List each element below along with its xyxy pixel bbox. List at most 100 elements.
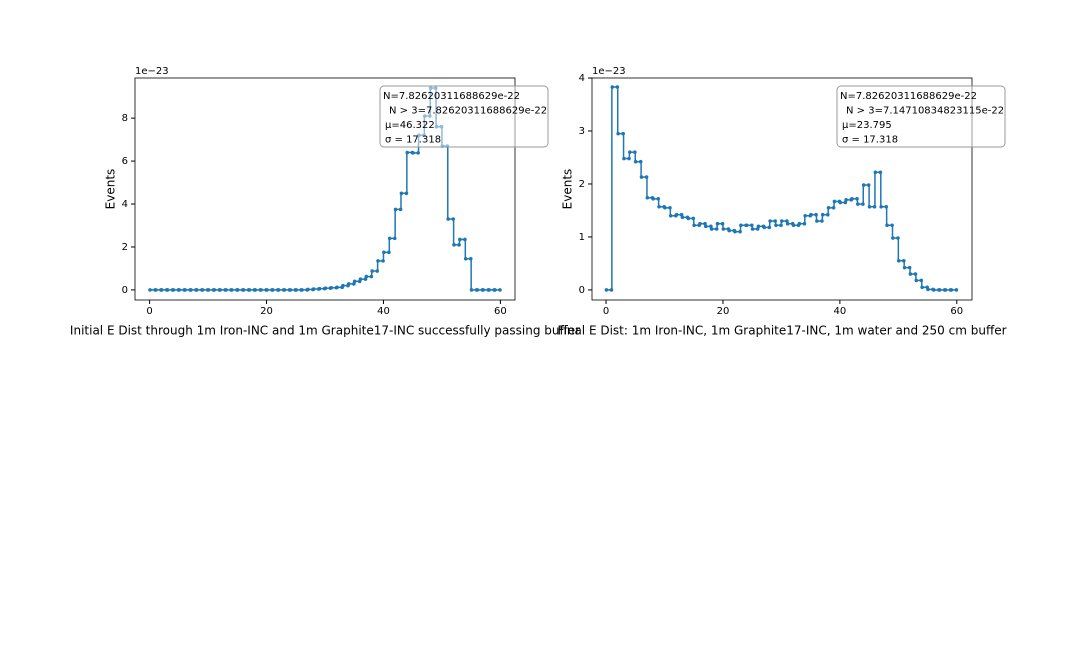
stats-line: N > 3=7.82620311688629e-22: [389, 106, 547, 117]
step-dot: [920, 285, 924, 290]
step-dot: [493, 288, 497, 292]
step-dot: [469, 288, 474, 292]
step-dot: [844, 198, 848, 202]
step-dot: [230, 288, 234, 292]
y-axis-label: Events: [561, 169, 575, 210]
step-dot: [750, 227, 755, 231]
step-dot: [224, 288, 228, 292]
step-dot: [481, 288, 486, 292]
step-dot: [838, 200, 843, 205]
step-dot: [820, 212, 825, 217]
x-axis-label: Initial E Dist through 1m Iron-INC and 1…: [70, 324, 580, 338]
step-dot: [709, 227, 714, 231]
step-dot: [247, 288, 252, 292]
step-dot: [382, 250, 386, 255]
step-dot: [487, 288, 491, 292]
stats-box: [836, 85, 1006, 148]
step-dot: [452, 243, 456, 247]
step-dot: [668, 213, 673, 218]
step-dot: [159, 288, 164, 292]
step-dot: [458, 237, 462, 242]
x-tick-label: 40: [377, 306, 390, 317]
step-dot: [791, 223, 796, 228]
y-tick-label: 1: [579, 232, 585, 243]
step-dot: [861, 183, 866, 187]
step-dot: [288, 288, 293, 292]
step-dot: [165, 288, 170, 292]
step-dot: [616, 131, 620, 136]
step-dot: [393, 207, 398, 212]
step-dot: [171, 288, 176, 292]
step-dot: [809, 212, 813, 217]
step-dot: [908, 272, 913, 276]
step-dot: [270, 288, 275, 292]
step-dot: [762, 225, 767, 230]
step-dot: [463, 256, 468, 261]
stats-line: μ=46.322: [385, 120, 435, 131]
step-dot: [323, 286, 328, 290]
step-dot: [370, 269, 374, 273]
stats-line: σ = 17.318: [842, 135, 898, 146]
step-dot: [300, 288, 304, 292]
step-dot: [189, 288, 193, 292]
step-dot: [879, 204, 883, 209]
step-dot: [376, 259, 380, 263]
step-dot: [645, 195, 650, 200]
y-tick-label: 4: [579, 73, 585, 84]
axes-frame: [134, 77, 516, 301]
y-tick-label: 8: [122, 113, 128, 124]
step-dot: [241, 288, 246, 292]
step-dot: [335, 285, 339, 290]
step-dot: [733, 229, 737, 234]
step-dot: [774, 223, 778, 228]
step-dot: [475, 288, 480, 292]
step-dot: [212, 288, 217, 292]
x-tick-label: 20: [717, 306, 730, 317]
step-dot: [826, 206, 831, 210]
step-dot: [253, 288, 258, 292]
step-dot: [780, 219, 784, 223]
step-dot: [329, 285, 334, 290]
step-dot: [856, 202, 860, 206]
axes-frame: [591, 77, 973, 301]
y-tick-label: 4: [122, 199, 128, 210]
step-dot: [622, 156, 626, 161]
step-dot: [294, 288, 298, 292]
step-dot: [346, 282, 351, 286]
step-dot: [902, 265, 907, 270]
step-dot: [177, 288, 182, 292]
y-tick-label: 0: [122, 285, 128, 296]
step-dot: [387, 236, 392, 241]
stats-line: N > 3=7.14710834823115e-22: [846, 106, 1004, 117]
step-dot: [358, 277, 363, 281]
step-dot: [715, 221, 720, 226]
step-dot: [282, 288, 287, 292]
y-tick-label: 2: [122, 242, 128, 253]
step-dot: [943, 288, 948, 292]
stats-line: σ = 17.318: [385, 135, 441, 146]
x-axis-label: Final E Dist: 1m Iron-INC, 1m Graphite17…: [557, 324, 1006, 338]
y-tick-label: 3: [579, 126, 585, 137]
step-dot: [657, 204, 661, 209]
step-dot: [756, 224, 761, 229]
step-dot: [663, 206, 667, 210]
y-tick-label: 2: [579, 179, 585, 190]
step-dot: [633, 159, 638, 164]
step-dot: [891, 236, 895, 240]
step-dot: [604, 288, 609, 292]
step-dot: [200, 288, 205, 292]
step-dot: [628, 150, 632, 154]
step-dot: [610, 85, 615, 89]
stats-line: N=7.82620311688629e-22: [840, 91, 977, 102]
step-dot: [411, 151, 415, 155]
stats-line: N=7.82620311688629e-22: [383, 91, 520, 102]
y-axis-label: Events: [104, 169, 118, 210]
step-dot: [399, 191, 404, 196]
step-dot: [265, 288, 269, 292]
step-dot: [954, 288, 959, 292]
step-dot: [914, 278, 919, 283]
step-dot: [206, 288, 211, 292]
step-dot: [721, 227, 726, 231]
x-tick-label: 20: [260, 306, 273, 317]
